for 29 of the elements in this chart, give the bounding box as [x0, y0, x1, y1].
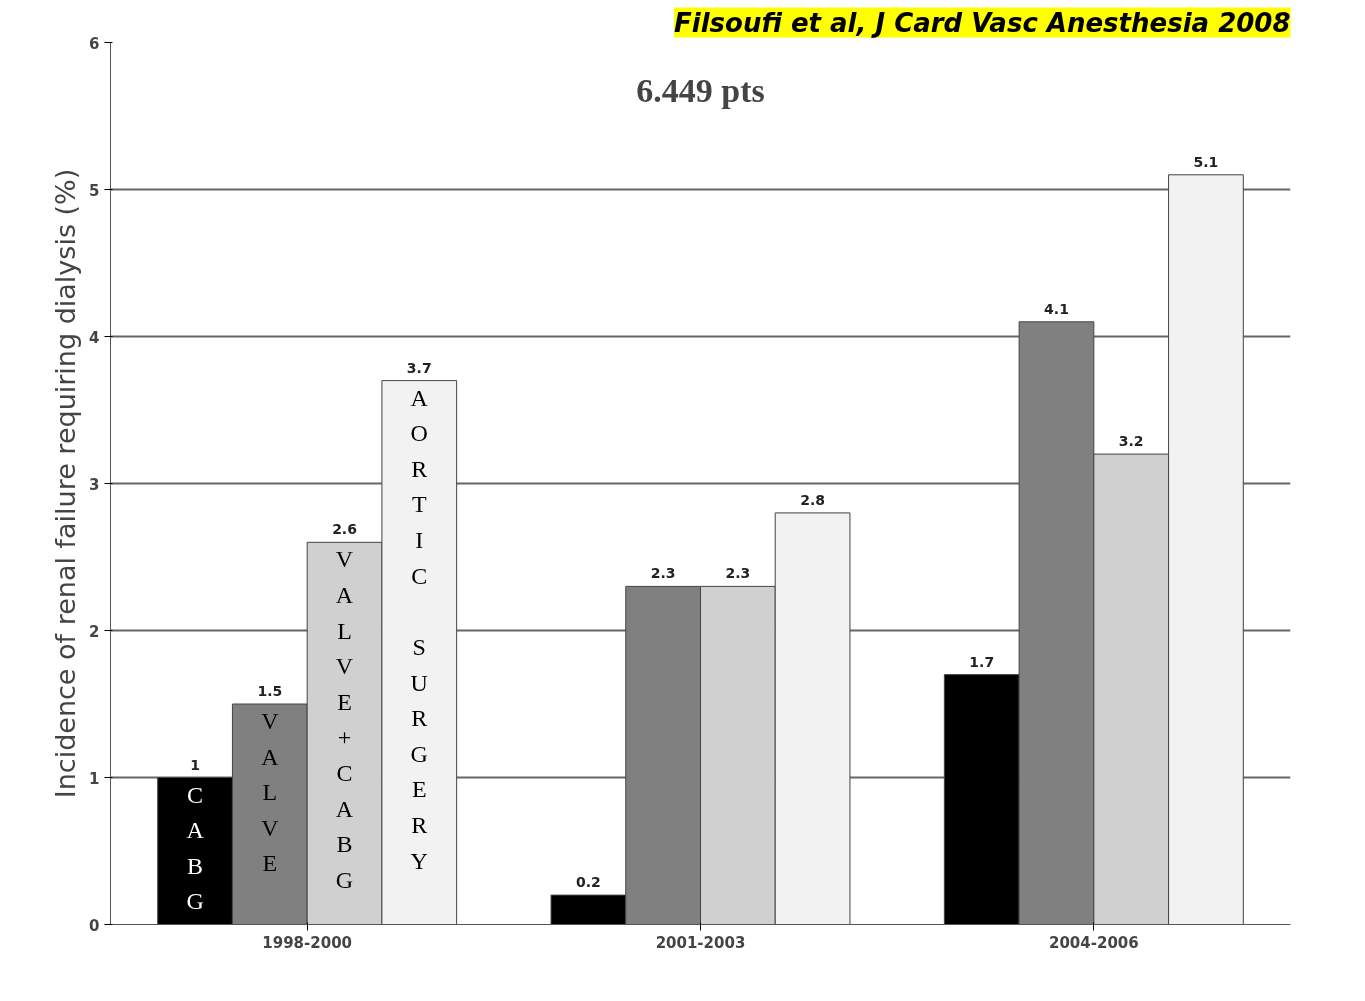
series-label: VALVE [261, 708, 280, 877]
data-label: 2.3 [650, 565, 676, 582]
y-tick-label: 4 [89, 328, 100, 347]
text: VALVE+CABG [335, 546, 354, 893]
x-tick-label: 2004-2006 [1048, 933, 1139, 952]
data-label: 1 [190, 756, 200, 773]
data-label: 2.8 [800, 491, 826, 508]
text: AORTIC SURGERY [410, 384, 428, 874]
y-tick-label: 2 [89, 622, 100, 641]
y-tick-label: 3 [89, 475, 100, 494]
series-label: CABG [186, 781, 205, 915]
data-label: 3.7 [406, 359, 432, 376]
y-axis-title: Incidence of renal failure requiring dialysis (%) [50, 168, 82, 799]
data-label: 1.5 [257, 683, 283, 699]
data-label: 2.3 [725, 565, 751, 582]
x-tick-label: 2001-2003 [655, 933, 746, 952]
data-label: 5.1 [1193, 153, 1219, 170]
data-label: 3.2 [1118, 433, 1144, 450]
data-label: 4.1 [1044, 300, 1069, 317]
data-label: 2.6 [332, 521, 357, 538]
data-label: 1.7 [969, 653, 995, 670]
x-tick-label: 1998-2000 [262, 933, 353, 952]
y-tick-label: 1 [89, 769, 100, 788]
y-tick-label: 6 [89, 34, 100, 53]
data-label: 0.2 [576, 874, 601, 891]
y-tick-label: 5 [89, 181, 100, 200]
annotation: 6.449 pts [636, 71, 765, 109]
y-tick-label: 0 [89, 916, 100, 935]
text: Filsoufi et al, J Card Vasc Anesthesia 2008 [673, 7, 1291, 38]
